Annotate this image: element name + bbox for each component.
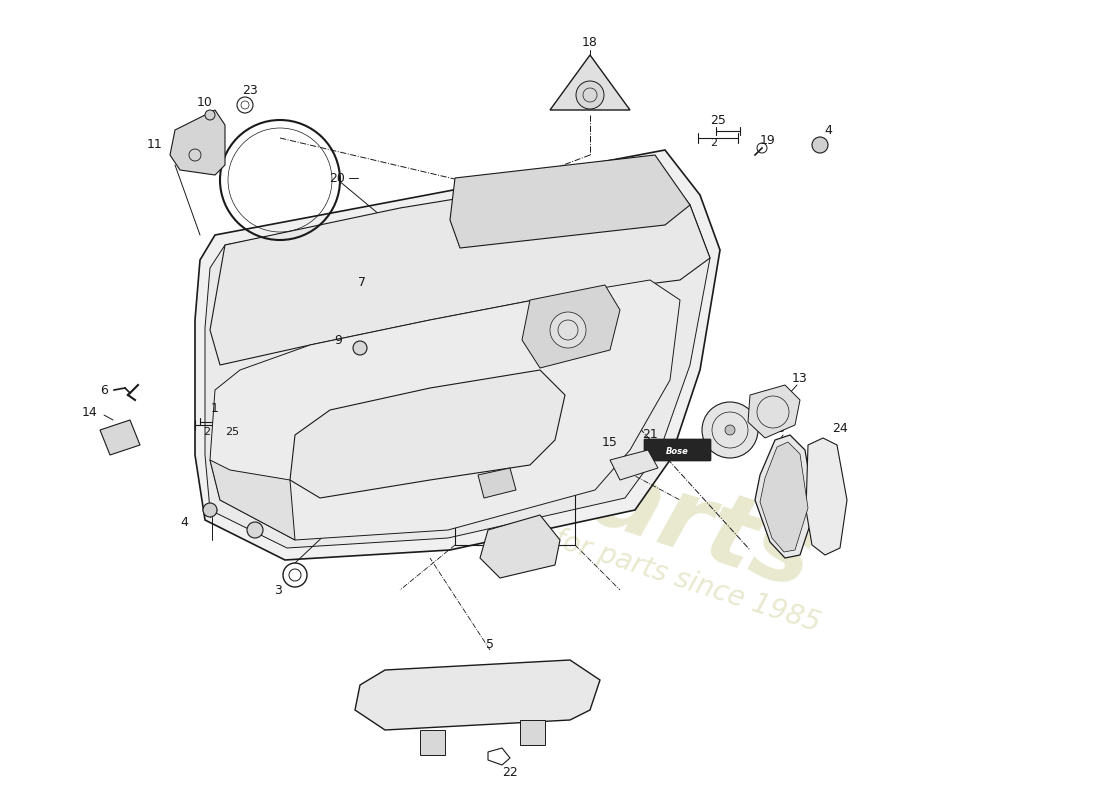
Text: 2: 2 <box>204 427 210 437</box>
Text: 3: 3 <box>274 583 282 597</box>
Text: 24: 24 <box>832 422 848 434</box>
Text: 20: 20 <box>329 171 345 185</box>
Polygon shape <box>748 385 800 438</box>
Polygon shape <box>210 280 680 540</box>
Polygon shape <box>210 162 710 365</box>
Text: 15: 15 <box>602 435 618 449</box>
Text: 23: 23 <box>242 83 257 97</box>
Text: 4: 4 <box>824 123 832 137</box>
Polygon shape <box>355 660 600 730</box>
Circle shape <box>353 341 367 355</box>
Polygon shape <box>522 285 620 368</box>
Polygon shape <box>450 155 690 248</box>
Polygon shape <box>480 515 560 578</box>
Text: 1: 1 <box>211 402 219 414</box>
Circle shape <box>248 522 263 538</box>
Text: a passion for parts since 1985: a passion for parts since 1985 <box>416 482 824 638</box>
Text: 25: 25 <box>711 114 726 126</box>
Polygon shape <box>290 370 565 498</box>
Text: 5: 5 <box>486 638 494 651</box>
Text: 2: 2 <box>711 138 717 148</box>
Text: 16: 16 <box>522 437 538 450</box>
Polygon shape <box>100 420 140 455</box>
Text: 10: 10 <box>197 97 213 110</box>
Circle shape <box>550 312 586 348</box>
Circle shape <box>812 137 828 153</box>
Text: 11: 11 <box>147 138 163 151</box>
Text: 7: 7 <box>358 277 366 290</box>
Text: 9: 9 <box>334 334 342 346</box>
Text: euroParts: euroParts <box>274 349 826 611</box>
FancyBboxPatch shape <box>644 439 711 461</box>
Polygon shape <box>205 162 710 548</box>
Text: 18: 18 <box>582 35 598 49</box>
Circle shape <box>702 402 758 458</box>
Text: 25: 25 <box>224 427 239 437</box>
Circle shape <box>205 110 214 120</box>
Circle shape <box>725 425 735 435</box>
Text: 8: 8 <box>776 422 784 434</box>
Polygon shape <box>550 55 630 110</box>
Text: 22: 22 <box>502 766 518 779</box>
Polygon shape <box>755 435 815 558</box>
Polygon shape <box>170 110 226 175</box>
Polygon shape <box>195 150 720 560</box>
Text: Bose: Bose <box>666 446 689 455</box>
Text: 17: 17 <box>456 455 472 469</box>
Polygon shape <box>478 468 516 498</box>
Circle shape <box>204 503 217 517</box>
Text: 13: 13 <box>792 371 807 385</box>
Polygon shape <box>610 450 658 480</box>
Text: 6: 6 <box>100 383 108 397</box>
Text: 12: 12 <box>752 411 768 425</box>
Text: 14: 14 <box>82 406 98 418</box>
Text: 19: 19 <box>760 134 775 146</box>
Polygon shape <box>210 460 295 540</box>
Text: 21: 21 <box>642 429 658 442</box>
Text: 4: 4 <box>180 515 188 529</box>
Polygon shape <box>806 438 847 555</box>
Circle shape <box>576 81 604 109</box>
Polygon shape <box>760 442 808 552</box>
Polygon shape <box>420 730 446 755</box>
Polygon shape <box>520 720 544 745</box>
